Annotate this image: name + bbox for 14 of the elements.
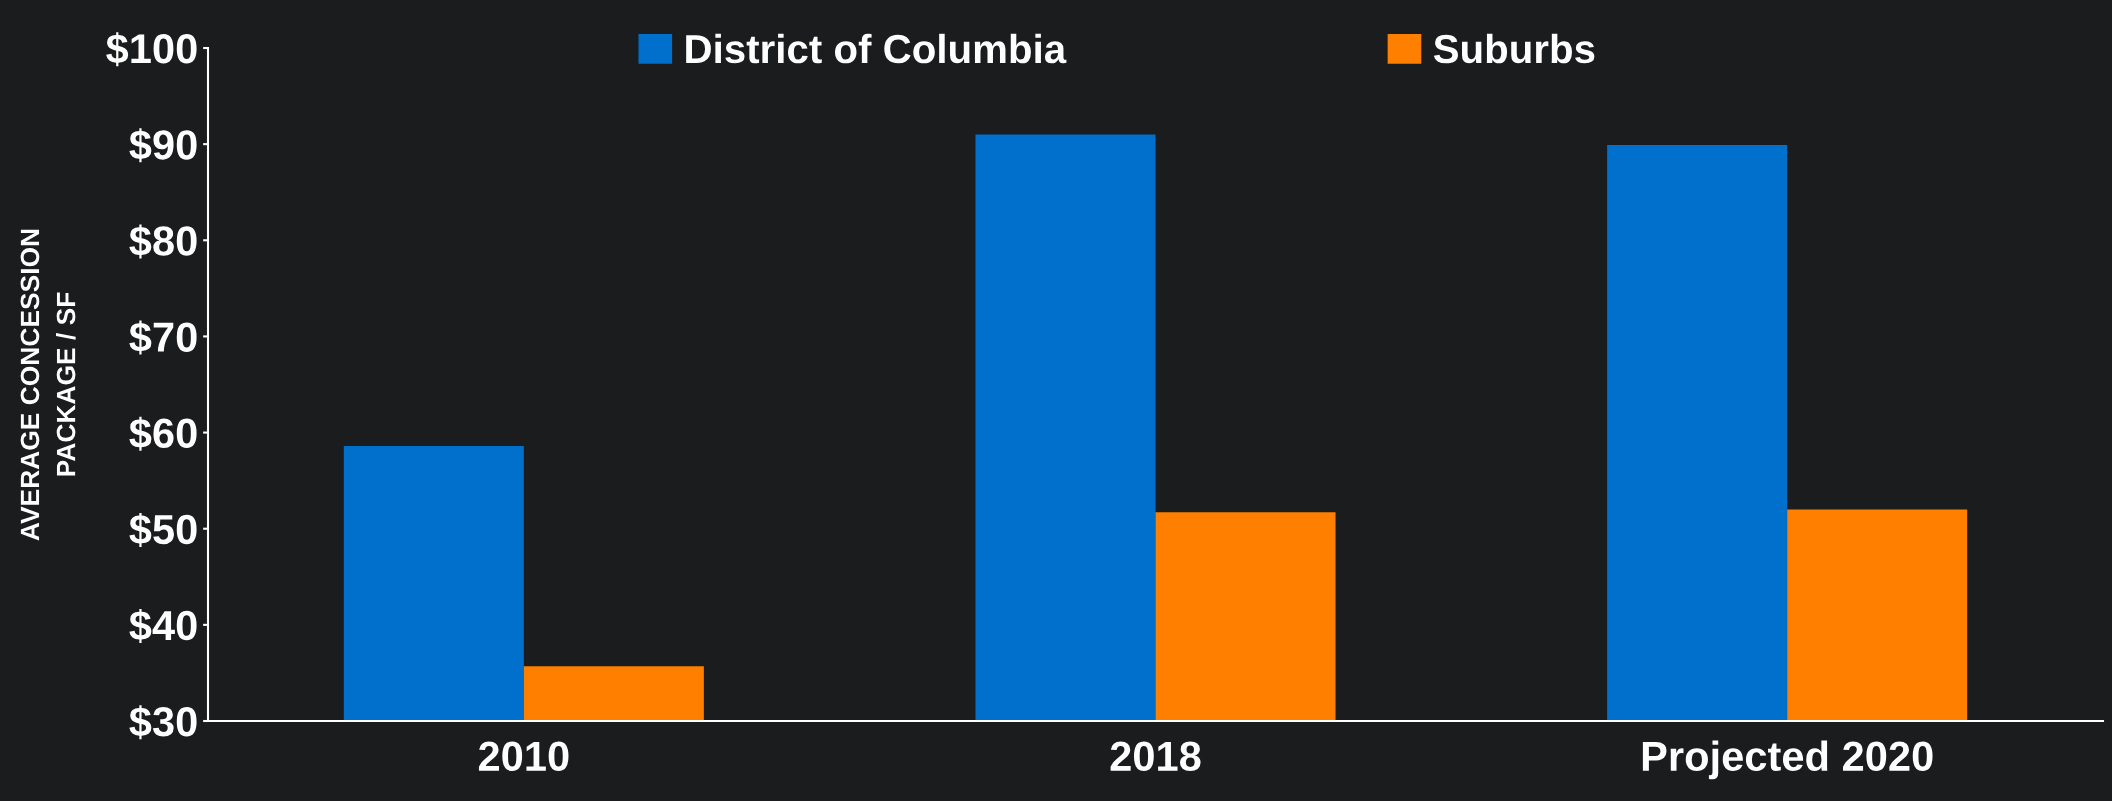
y-tick-label: $60 (129, 416, 197, 451)
y-tick-label: $50 (129, 512, 197, 547)
y-tick-label: $100 (106, 32, 197, 67)
x-tick-label: 2018 (1110, 741, 1201, 772)
y-tick-label: $80 (129, 224, 197, 259)
legend-label: Suburbs (1433, 33, 1595, 64)
x-tick-label: Projected 2020 (1642, 740, 1933, 780)
y-tick-label: $90 (129, 128, 197, 163)
y-tick-label: $30 (129, 705, 197, 740)
legend-label: District of Columbia (686, 33, 1067, 64)
x-tick-label: 2010 (478, 741, 569, 772)
y-tick-label: $40 (129, 609, 197, 644)
y-axis-title: AVERAGE CONCESSION PACKAGE / SF (20, 229, 76, 541)
y-tick-label: $70 (129, 320, 197, 355)
